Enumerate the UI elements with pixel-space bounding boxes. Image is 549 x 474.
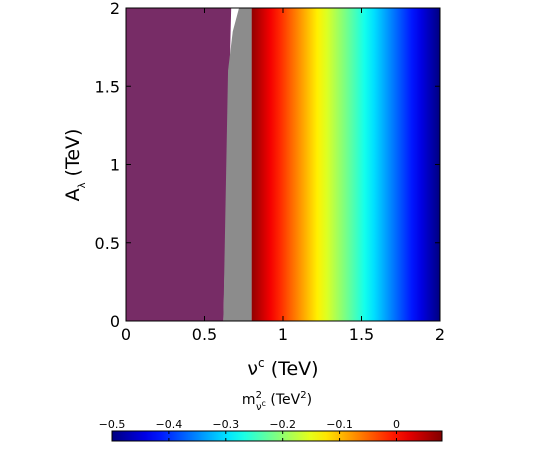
- colorbar: [111, 430, 443, 442]
- y-axis-label: Aλ (TeV): [62, 129, 88, 202]
- colorbar-title-unit: (TeV: [270, 392, 300, 408]
- y-axis-label-sub: λ: [77, 182, 88, 188]
- colorbar-title-sub-sup: c: [262, 399, 266, 408]
- y-axis-label-symbol: A: [62, 188, 84, 201]
- colorbar-title: m2 νc (TeV2): [242, 390, 312, 413]
- colorbar-title-symbol: m: [242, 392, 256, 408]
- colorbar-tick-label: −0.3: [212, 418, 239, 431]
- y-axis: 0 0.5 1 1.5 2: [95, 0, 440, 331]
- y-tick-label: 1.5: [95, 77, 120, 96]
- boundary-region: [223, 8, 252, 321]
- colorbar-tick-label: −0.5: [99, 418, 126, 431]
- colorbar-title-unit-close: ): [307, 392, 312, 408]
- heat-region: [251, 8, 440, 321]
- x-tick-label: 0.5: [192, 325, 217, 344]
- excluded-region: [126, 8, 232, 321]
- colorbar-tick-label: −0.2: [269, 418, 296, 431]
- x-axis-label-symbol: ν: [247, 358, 258, 380]
- y-tick-label: 1: [110, 156, 120, 175]
- x-axis-label: νc (TeV): [247, 356, 318, 380]
- colorbar-title-sup: 2: [256, 390, 262, 401]
- x-axis-label-unit: (TeV): [271, 358, 319, 380]
- x-axis-label-sup: c: [258, 356, 265, 370]
- x-tick-label: 2: [435, 325, 445, 344]
- y-tick-label: 2: [110, 0, 120, 18]
- x-tick-label: 0: [121, 325, 131, 344]
- colorbar-title-unit-sup: 2: [300, 390, 306, 401]
- colorbar-title-sub-base: ν: [256, 402, 262, 413]
- y-tick-label: 0.5: [95, 234, 120, 253]
- y-axis-label-unit: (TeV): [62, 129, 84, 177]
- colorbar-tick-label: −0.4: [156, 418, 183, 431]
- y-tick-label: 0: [110, 312, 120, 331]
- x-tick-label: 1.5: [349, 325, 374, 344]
- x-tick-label: 1: [278, 325, 288, 344]
- colorbar-tick-label: 0: [393, 418, 400, 431]
- x-axis: 0 0.5 1 1.5 2: [121, 8, 445, 344]
- colorbar-tick-label: −0.1: [326, 418, 353, 431]
- colorbar-ticks: −0.5 −0.4 −0.3 −0.2 −0.1 0: [99, 418, 400, 441]
